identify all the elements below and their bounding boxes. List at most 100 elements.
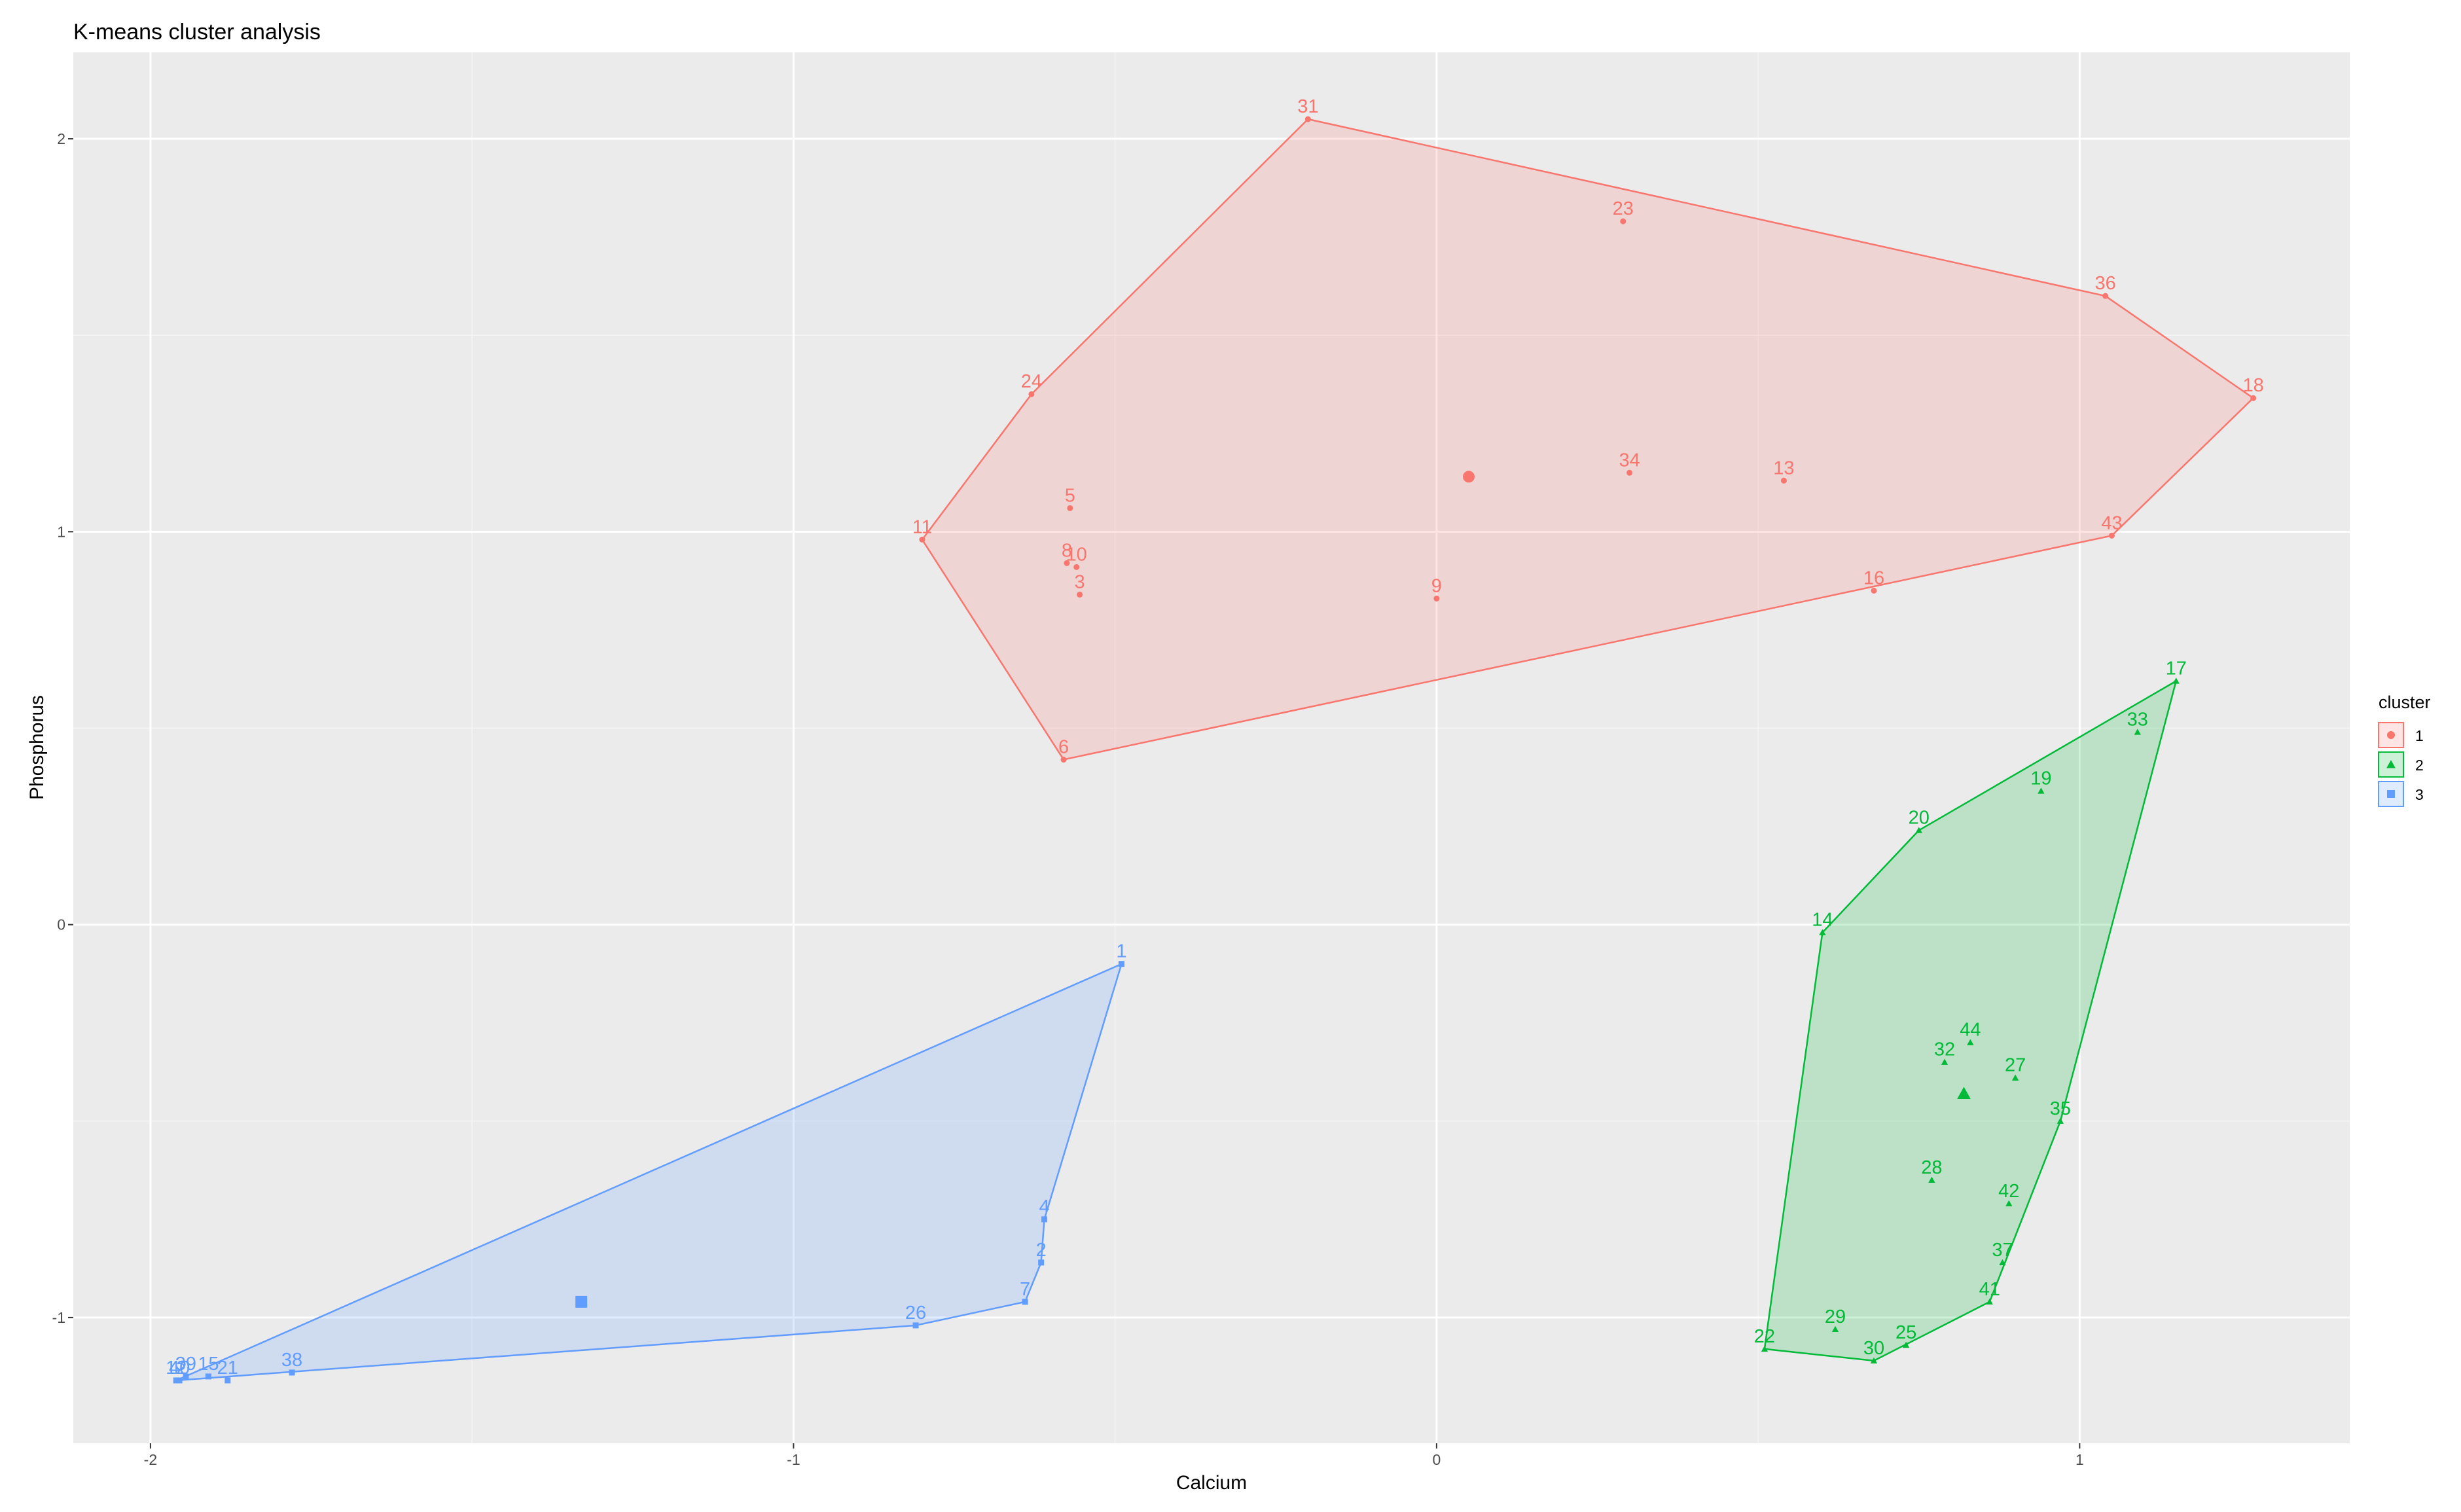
point-label: 18 — [2242, 375, 2263, 396]
cluster-1-point — [919, 536, 925, 543]
cluster-3-center — [575, 1295, 588, 1308]
plot-panel — [73, 52, 2350, 1443]
cluster-1-point — [1626, 469, 1633, 476]
point-label: 28 — [1921, 1157, 1942, 1178]
cluster-2-point — [1928, 1176, 1935, 1183]
chart-title: K-means cluster analysis — [73, 20, 321, 45]
point-label: 29 — [1825, 1306, 1846, 1327]
cluster-2-center — [1957, 1087, 1971, 1100]
cluster-2-point — [2038, 787, 2045, 794]
point-label: 26 — [905, 1303, 926, 1323]
cluster-2-point — [1761, 1345, 1769, 1352]
point-label: 3 — [1075, 571, 1085, 592]
cluster-3-point — [173, 1377, 179, 1384]
cluster-3-point — [1038, 1259, 1045, 1266]
cluster-1-point — [1871, 587, 1877, 594]
legend-title: cluster — [2379, 693, 2431, 712]
point-label: 19 — [2030, 768, 2051, 789]
point-label: 13 — [1773, 458, 1794, 478]
point-label: 35 — [2050, 1098, 2071, 1119]
y-tick-label: 1 — [57, 523, 65, 540]
point-label: 32 — [1934, 1039, 1955, 1060]
x-axis-title: Calcium — [1176, 1472, 1247, 1494]
cluster-2-point — [1986, 1298, 1993, 1305]
cluster-2-point — [2134, 729, 2141, 735]
x-tick-label: -2 — [144, 1451, 157, 1468]
point-label: 22 — [1754, 1326, 1775, 1347]
legend-label-1: 1 — [2415, 727, 2424, 744]
cluster-3-point — [1118, 961, 1124, 967]
cluster-3-point — [912, 1322, 919, 1329]
point-label: 15 — [198, 1354, 219, 1375]
point-label: 36 — [2095, 273, 2116, 294]
cluster-2-point — [1941, 1058, 1949, 1065]
point-label: 42 — [1998, 1181, 2019, 1202]
cluster-1-point — [1028, 391, 1035, 397]
x-tick-label: -1 — [787, 1451, 800, 1468]
cluster-1-hull — [921, 118, 2255, 761]
cluster-1-point — [1064, 560, 1070, 566]
point-label: 9 — [1431, 575, 1442, 596]
cluster-3-point — [1041, 1216, 1048, 1223]
legend-label-3: 3 — [2415, 786, 2424, 803]
point-label: 44 — [1960, 1020, 1981, 1041]
point-label: 40 — [169, 1358, 190, 1378]
legend-symbol-1 — [2387, 731, 2395, 739]
cluster-1-point — [1433, 595, 1440, 602]
point-label: 39 — [175, 1354, 196, 1375]
point-label: 20 — [1909, 808, 1930, 829]
point-label: 14 — [1812, 910, 1833, 931]
cluster-2-point — [1870, 1357, 1878, 1364]
cluster-3-point — [225, 1377, 231, 1384]
point-label: 24 — [1021, 371, 1042, 392]
cluster-3-point — [289, 1369, 295, 1376]
cluster-1-point — [1073, 564, 1080, 570]
cluster-1-point — [1620, 218, 1626, 225]
point-label: 5 — [1065, 485, 1075, 506]
y-tick-label: 0 — [57, 916, 65, 933]
cluster-3-point — [176, 1377, 183, 1384]
cluster-2-point — [2172, 677, 2180, 684]
cluster-1-point — [1077, 591, 1083, 598]
cluster-3-point — [183, 1373, 189, 1380]
point-label: 27 — [2005, 1055, 2026, 1076]
cluster-2-point — [2057, 1117, 2064, 1124]
point-label: 7 — [1020, 1279, 1030, 1300]
cluster-3-point — [1022, 1299, 1028, 1305]
grid-lines — [73, 52, 2350, 1443]
legend-symbol-2 — [2386, 760, 2396, 768]
legend-symbol-3 — [2387, 790, 2395, 798]
cluster-2-point — [2005, 1200, 2013, 1206]
x-tick-label: 1 — [2075, 1451, 2084, 1468]
y-axis-title: Phosphorus — [26, 695, 48, 800]
point-label: 6 — [1058, 737, 1069, 758]
cluster-2-hull — [1763, 679, 2178, 1362]
cluster-3-point — [205, 1373, 211, 1380]
cluster-2-point — [2011, 1074, 2019, 1081]
point-label: 8 — [1062, 540, 1072, 561]
point-label: 16 — [1863, 567, 1884, 588]
cluster-centers — [575, 471, 1971, 1308]
point-label: 30 — [1863, 1338, 1884, 1359]
point-label: 37 — [1992, 1240, 2013, 1261]
point-label: 23 — [1613, 198, 1634, 219]
cluster-1-point — [2250, 395, 2257, 401]
cluster-1-point — [1780, 477, 1787, 484]
point-label: 25 — [1895, 1322, 1916, 1343]
point-label: 12 — [166, 1358, 187, 1378]
point-label: 2 — [1036, 1240, 1047, 1261]
point-label: 4 — [1039, 1197, 1049, 1217]
y-tick-label: -1 — [52, 1309, 65, 1326]
cluster-1-point — [2108, 532, 2115, 539]
point-label: 43 — [2101, 513, 2122, 533]
x-tick-label: 0 — [1432, 1451, 1441, 1468]
cluster-1-point — [1067, 505, 1073, 511]
cluster-2-point — [1915, 827, 1922, 833]
y-tick-label: 2 — [57, 130, 65, 147]
point-label: 11 — [912, 516, 932, 537]
point-label: 21 — [217, 1358, 238, 1378]
cluster-2-point — [1967, 1039, 1974, 1045]
